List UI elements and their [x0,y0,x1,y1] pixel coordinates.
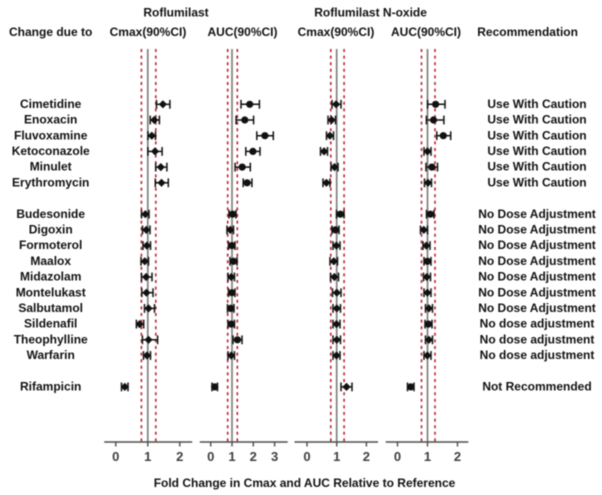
svg-text:Use With Caution: Use With Caution [487,144,586,158]
svg-text:Rifampicin: Rifampicin [20,380,81,394]
svg-text:Formoterol: Formoterol [19,238,82,252]
svg-text:Theophylline: Theophylline [14,332,88,346]
svg-text:Montelukast: Montelukast [16,285,86,299]
svg-text:Cmax(90%CI): Cmax(90%CI) [298,25,375,39]
svg-text:Change due to: Change due to [9,25,92,39]
svg-text:0: 0 [394,449,401,464]
svg-text:Cimetidine: Cimetidine [20,97,82,111]
svg-text:1: 1 [228,449,235,464]
svg-text:No Dose Adjustment: No Dose Adjustment [478,285,596,299]
svg-text:2: 2 [250,449,257,464]
svg-text:Use With Caution: Use With Caution [487,128,586,142]
svg-text:No Dose Adjustment: No Dose Adjustment [478,207,596,221]
svg-text:No dose adjustment: No dose adjustment [480,317,595,331]
svg-text:No Dose Adjustment: No Dose Adjustment [478,254,596,268]
svg-text:Ketoconazole: Ketoconazole [12,144,90,158]
svg-text:No dose adjustment: No dose adjustment [480,348,595,362]
svg-text:2: 2 [454,449,461,464]
svg-text:0: 0 [207,449,214,464]
svg-text:0: 0 [303,449,310,464]
svg-text:Cmax(90%CI): Cmax(90%CI) [110,25,187,39]
svg-text:AUC(90%CI): AUC(90%CI) [207,25,277,39]
svg-text:Fluvoxamine: Fluvoxamine [14,128,88,142]
svg-text:No Dose Adjustment: No Dose Adjustment [478,238,596,252]
svg-text:Roflumilast: Roflumilast [143,6,208,20]
svg-text:Erythromycin: Erythromycin [12,175,89,189]
svg-text:2: 2 [176,449,183,464]
svg-text:AUC(90%CI): AUC(90%CI) [391,25,461,39]
svg-text:Midazolam: Midazolam [20,270,81,284]
svg-text:1: 1 [333,449,340,464]
svg-text:Warfarin: Warfarin [27,348,75,362]
svg-text:Use With Caution: Use With Caution [487,175,586,189]
svg-text:Use With Caution: Use With Caution [487,97,586,111]
svg-text:Enoxacin: Enoxacin [24,113,77,127]
svg-text:Recommendation: Recommendation [477,25,578,39]
svg-text:Digoxin: Digoxin [29,223,73,237]
svg-text:Use With Caution: Use With Caution [487,160,586,174]
svg-text:Roflumilast N-oxide: Roflumilast N-oxide [314,6,427,20]
svg-text:Sildenafil: Sildenafil [24,317,77,331]
svg-text:Salbutamol: Salbutamol [18,301,83,315]
svg-text:Use With Caution: Use With Caution [487,113,586,127]
svg-text:1: 1 [424,449,431,464]
svg-text:Not Recommended: Not Recommended [482,380,591,394]
svg-text:1: 1 [144,449,151,464]
svg-text:No Dose Adjustment: No Dose Adjustment [478,270,596,284]
svg-text:0: 0 [112,449,119,464]
svg-text:Fold Change in Cmax and AUC Re: Fold Change in Cmax and AUC Relative to … [154,476,456,490]
svg-text:No dose adjustment: No dose adjustment [480,332,595,346]
svg-text:Maalox: Maalox [30,254,71,268]
svg-text:2: 2 [363,449,370,464]
svg-text:Minulet: Minulet [30,160,72,174]
svg-text:No Dose Adjustment: No Dose Adjustment [478,223,596,237]
svg-text:Budesonide: Budesonide [16,207,85,221]
svg-text:3: 3 [271,449,278,464]
svg-text:No Dose Adjustment: No Dose Adjustment [478,301,596,315]
